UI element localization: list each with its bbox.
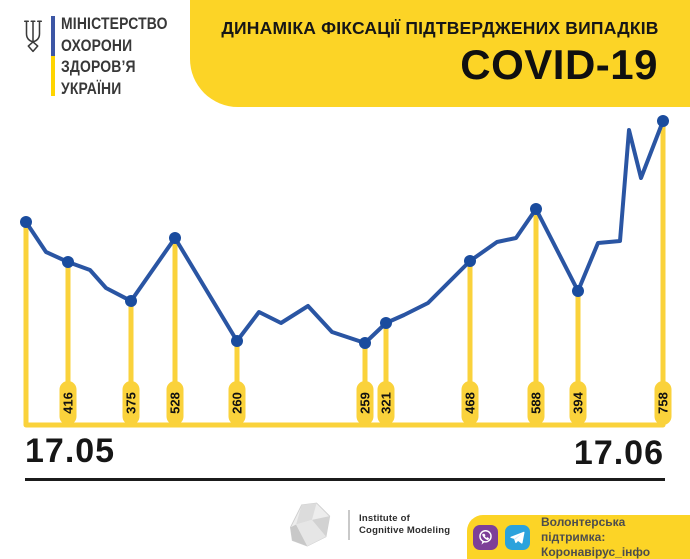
ministry-name-line: УКРАЇНИ	[61, 78, 122, 98]
axis-date-start: 17.05	[25, 432, 116, 470]
svg-text:260: 260	[230, 392, 245, 414]
svg-text:416: 416	[61, 392, 76, 414]
covid19-title: COVID-19	[460, 41, 658, 88]
svg-text:758: 758	[656, 392, 671, 414]
institute-name: Institute of Cognitive Modeling	[359, 513, 450, 538]
viber-icon[interactable]	[473, 524, 498, 550]
chart-title: ДИНАМІКА ФІКСАЦІЇ ПІДТВЕРДЖЕНИХ ВИПАДКІВ	[221, 18, 659, 38]
ministry-name-line: МІНІСТЕРСТВО	[61, 14, 168, 33]
telegram-icon[interactable]	[505, 524, 530, 550]
support-text-line: Волонтерська підтримка:	[541, 514, 626, 544]
svg-text:394: 394	[571, 391, 586, 413]
ministry-name: МІНІСТЕРСТВО ОХОРОНИ ЗДОРОВ’Я УКРАЇНИ	[61, 13, 168, 99]
svg-text:468: 468	[463, 392, 478, 414]
crumpled-paper-logo	[289, 502, 331, 547]
svg-text:321: 321	[379, 392, 394, 414]
svg-text:259: 259	[358, 392, 373, 414]
volunteer-support-banner: Волонтерська підтримка: Коронавірус_інфо	[467, 515, 690, 559]
ministry-name-line: ОХОРОНИ	[61, 35, 133, 55]
title-banner: ДИНАМІКА ФІКСАЦІЇ ПІДТВЕРДЖЕНИХ ВИПАДКІВ…	[190, 0, 690, 107]
svg-text:375: 375	[124, 392, 139, 414]
ukraine-trident-icon	[23, 20, 43, 53]
ministry-logo-block: МІНІСТЕРСТВО ОХОРОНИ ЗДОРОВ’Я УКРАЇНИ	[20, 12, 190, 102]
volunteer-support-text: Волонтерська підтримка: Коронавірус_інфо	[541, 515, 690, 559]
ministry-name-line: ЗДОРОВ’Я	[61, 57, 136, 76]
support-text-line: Коронавірус_інфо	[541, 544, 651, 559]
flag-color-bar	[51, 16, 55, 96]
footer-divider	[25, 478, 665, 481]
axis-date-end: 17.06	[573, 434, 664, 472]
svg-text:588: 588	[529, 392, 544, 414]
institute-name-line: Cognitive Modeling	[359, 525, 451, 536]
institute-brand: Institute of Cognitive Modeling	[283, 499, 450, 551]
svg-text:528: 528	[168, 392, 183, 414]
institute-name-line: Institute of	[359, 512, 410, 524]
institute-separator	[348, 510, 350, 540]
